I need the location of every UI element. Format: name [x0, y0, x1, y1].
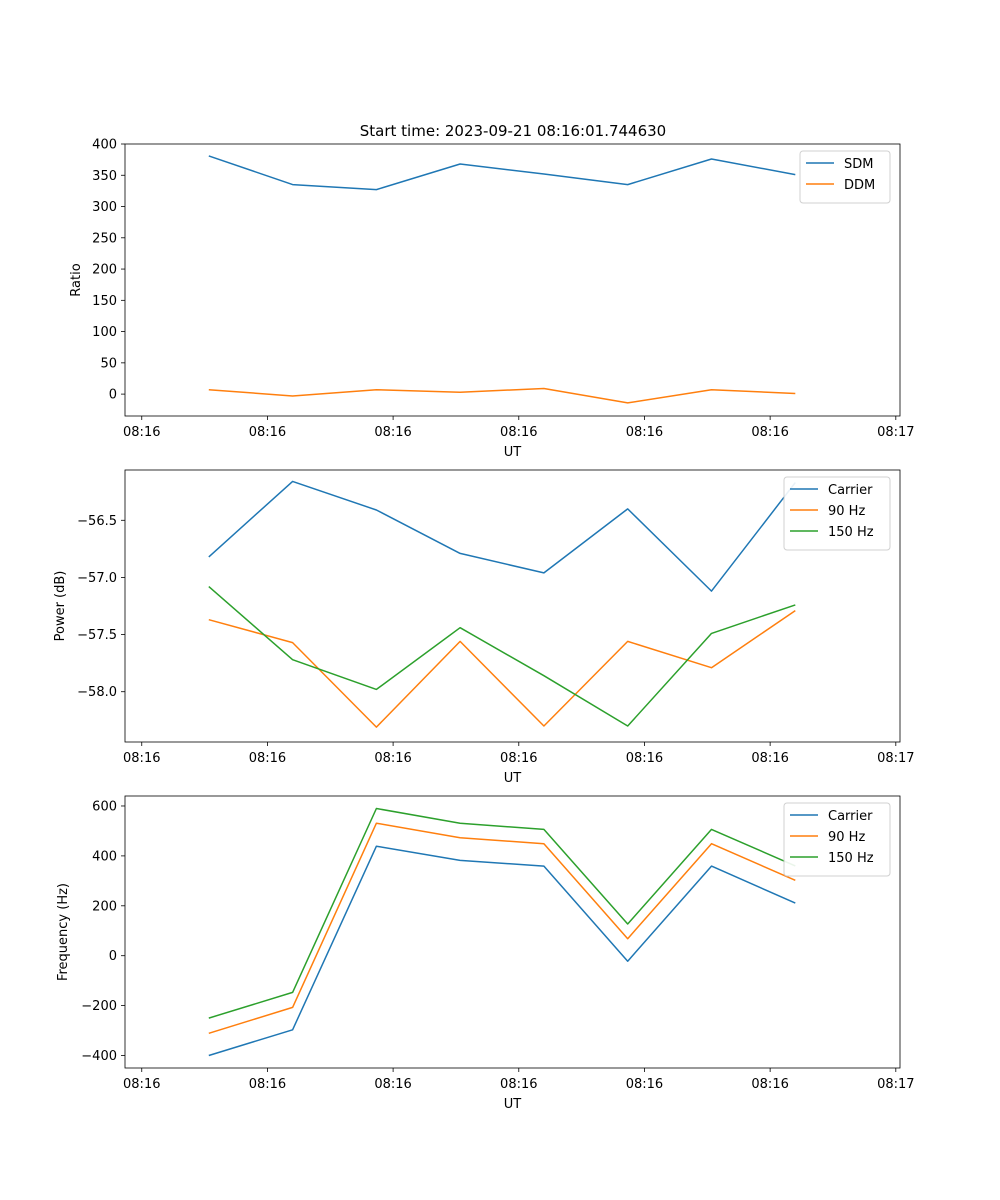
- x-tick-label: 08:17: [877, 1077, 914, 1092]
- x-tick-label: 08:17: [877, 425, 914, 440]
- x-axis-label: UT: [504, 771, 522, 786]
- x-tick-label: 08:16: [123, 751, 160, 766]
- y-tick-label: 250: [92, 231, 117, 246]
- y-tick-label: 100: [92, 325, 117, 340]
- x-axis-label: UT: [504, 445, 522, 460]
- axes-frame: [124, 143, 901, 417]
- x-tick-label: 08:16: [626, 425, 663, 440]
- axes-frame: [124, 469, 901, 743]
- legend-label-150-hz: 150 Hz: [828, 851, 874, 866]
- legend-label-90-hz: 90 Hz: [828, 830, 865, 845]
- x-axis-label: UT: [504, 1097, 522, 1112]
- y-tick-label: 0: [109, 949, 117, 964]
- series-line-carrier-panel-2: [208, 480, 796, 592]
- y-axis-label: Ratio: [69, 263, 84, 296]
- x-tick-label: 08:16: [751, 425, 788, 440]
- y-tick-label: 300: [92, 200, 117, 215]
- series-line-sdm-panel-1: [208, 155, 796, 191]
- y-tick-label: −56.5: [77, 514, 117, 529]
- y-tick-label: −200: [81, 999, 117, 1014]
- x-tick-label: 08:16: [751, 751, 788, 766]
- series-line-90-hz-panel-3: [208, 822, 796, 1035]
- series-line-150-hz-panel-3: [208, 807, 796, 1019]
- y-tick-label: 150: [92, 294, 117, 309]
- x-tick-label: 08:17: [877, 751, 914, 766]
- x-tick-label: 08:16: [249, 1077, 286, 1092]
- series-line-carrier-panel-3: [208, 845, 796, 1057]
- axes-frame: [124, 795, 901, 1069]
- x-tick-label: 08:16: [249, 425, 286, 440]
- y-tick-label: 600: [92, 799, 117, 814]
- chart-title: Start time: 2023-09-21 08:16:01.744630: [360, 122, 666, 140]
- series-line-150-hz-panel-2: [208, 586, 796, 727]
- panel-2: 08:16 08:16 08:16 08:16 08:16 08:16 08:17 −56.5…: [53, 469, 915, 786]
- legend-label-carrier: Carrier: [828, 483, 873, 498]
- y-axis-label: Power (dB): [53, 571, 68, 642]
- legend-label-sdm: SDM: [844, 157, 873, 172]
- legend-label-ddm: DDM: [844, 178, 875, 193]
- y-tick-label: 50: [100, 356, 117, 371]
- y-tick-label: 200: [92, 263, 117, 278]
- legend-label-carrier: Carrier: [828, 809, 873, 824]
- legend-label-150-hz: 150 Hz: [828, 525, 874, 540]
- legend: Carrier 90 Hz 150 Hz: [783, 802, 891, 877]
- x-tick-label: 08:16: [123, 425, 160, 440]
- legend-label-90-hz: 90 Hz: [828, 504, 865, 519]
- panel-1: 08:16 08:16 08:16 08:16 08:16 08:16 08:17 0 50 10…: [69, 138, 915, 461]
- x-tick-label: 08:16: [123, 1077, 160, 1092]
- y-tick-label: −400: [81, 1049, 117, 1064]
- y-tick-label: 400: [92, 138, 117, 153]
- y-tick-label: −57.0: [77, 571, 117, 586]
- series-line-90-hz-panel-2: [208, 609, 796, 728]
- panel-3: 08:16 08:16 08:16 08:16 08:16 08:16 08:17 −400 −…: [56, 795, 915, 1112]
- x-tick-label: 08:16: [751, 1077, 788, 1092]
- legend: Carrier 90 Hz 150 Hz: [783, 476, 891, 551]
- series-line-ddm-panel-1: [208, 387, 796, 404]
- legend-box: [799, 150, 891, 204]
- y-axis-label: Frequency (Hz): [56, 883, 71, 981]
- x-tick-label: 08:16: [374, 1077, 411, 1092]
- x-tick-label: 08:16: [374, 751, 411, 766]
- y-tick-label: −57.5: [77, 628, 117, 643]
- x-tick-label: 08:16: [500, 751, 537, 766]
- x-tick-label: 08:16: [626, 751, 663, 766]
- legend: SDM DDM: [799, 150, 891, 204]
- y-tick-label: 350: [92, 169, 117, 184]
- x-tick-label: 08:16: [626, 1077, 663, 1092]
- y-tick-label: 0: [109, 388, 117, 403]
- x-tick-label: 08:16: [249, 751, 286, 766]
- x-tick-label: 08:16: [500, 1077, 537, 1092]
- y-tick-label: 400: [92, 849, 117, 864]
- x-tick-label: 08:16: [374, 425, 411, 440]
- y-tick-label: −58.0: [77, 685, 117, 700]
- x-tick-label: 08:16: [500, 425, 537, 440]
- y-tick-label: 200: [92, 899, 117, 914]
